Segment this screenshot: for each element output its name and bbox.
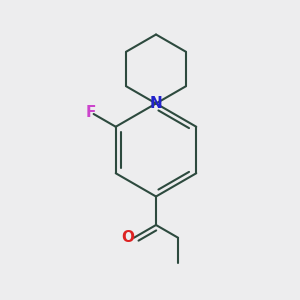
Text: O: O [121,230,134,245]
Text: F: F [85,105,96,120]
Text: N: N [150,96,162,111]
